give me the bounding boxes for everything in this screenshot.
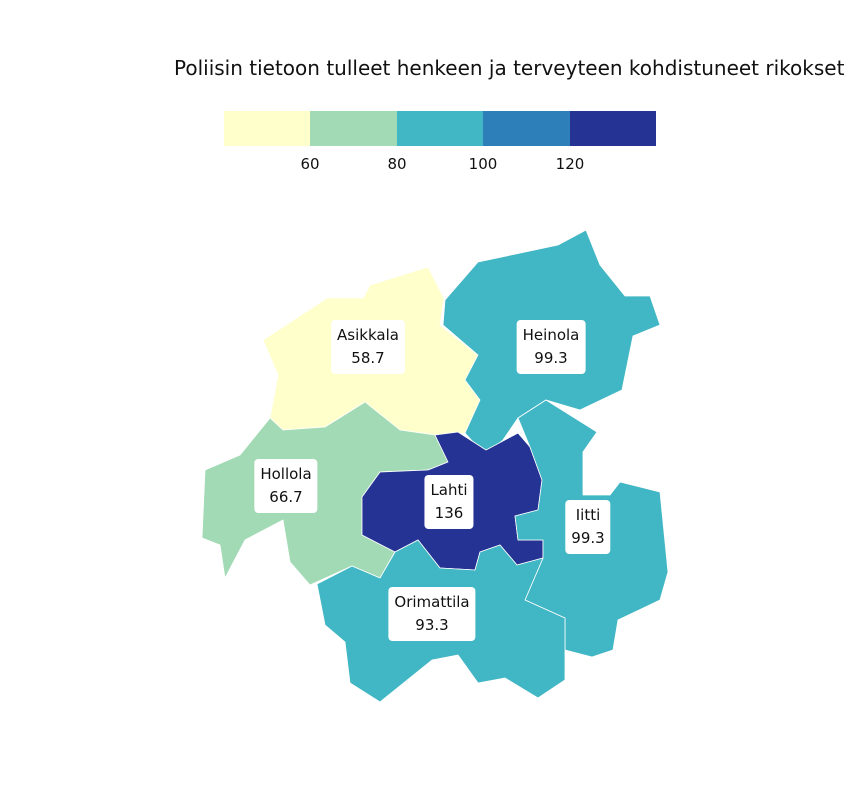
legend-tick: 60 bbox=[300, 155, 320, 173]
color-legend: 60 80 100 120 bbox=[224, 111, 657, 181]
region-name: Asikkala bbox=[337, 326, 399, 344]
region-value: 58.7 bbox=[351, 349, 385, 367]
region-name: Heinola bbox=[522, 326, 580, 344]
legend-swatch-4 bbox=[483, 111, 570, 146]
legend-swatch-1 bbox=[224, 111, 311, 146]
region-label-iitti: Iitti 99.3 bbox=[565, 500, 611, 554]
region-label-orimattila: Orimattila 93.3 bbox=[388, 587, 476, 641]
region-value: 99.3 bbox=[534, 349, 568, 367]
region-value: 66.7 bbox=[269, 488, 303, 506]
region-name: Iitti bbox=[575, 506, 601, 524]
legend-swatch-2 bbox=[310, 111, 397, 146]
region-name: Orimattila bbox=[394, 593, 470, 611]
legend-tick: 100 bbox=[468, 155, 498, 173]
map-title: Poliisin tietoon tulleet henkeen ja terv… bbox=[174, 56, 845, 80]
legend-swatch-3 bbox=[396, 111, 484, 146]
legend-swatches bbox=[224, 111, 657, 146]
legend-tick: 80 bbox=[387, 155, 407, 173]
region-label-lahti: Lahti 136 bbox=[424, 475, 474, 529]
region-label-asikkala: Asikkala 58.7 bbox=[331, 320, 405, 374]
region-name: Lahti bbox=[430, 481, 468, 499]
region-value: 93.3 bbox=[415, 616, 449, 634]
region-value: 136 bbox=[434, 504, 464, 522]
region-label-hollola: Hollola 66.7 bbox=[254, 459, 318, 513]
region-name: Hollola bbox=[260, 465, 312, 483]
region-label-heinola: Heinola 99.3 bbox=[516, 320, 586, 374]
legend-swatch-5 bbox=[569, 111, 657, 146]
region-value: 99.3 bbox=[571, 529, 605, 547]
legend-tick: 120 bbox=[555, 155, 585, 173]
